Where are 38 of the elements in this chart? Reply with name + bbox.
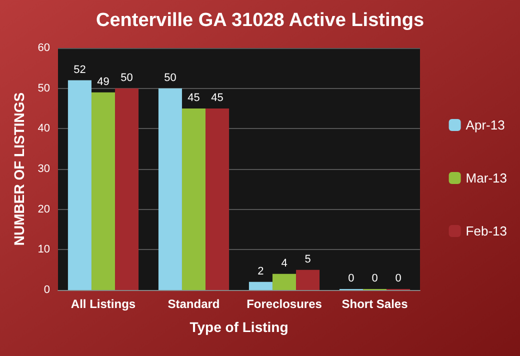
bar bbox=[91, 92, 116, 290]
y-tick-label: 20 bbox=[38, 203, 50, 216]
x-tick-label: Foreclosures bbox=[246, 297, 322, 311]
bar bbox=[248, 282, 272, 290]
y-tick-label: 0 bbox=[44, 284, 50, 296]
data-label: 52 bbox=[74, 64, 86, 76]
bar bbox=[68, 80, 92, 290]
data-label: 0 bbox=[372, 272, 378, 284]
data-label: 50 bbox=[120, 72, 133, 84]
data-label: 49 bbox=[97, 76, 110, 88]
bar bbox=[206, 108, 230, 290]
bar bbox=[115, 88, 139, 290]
y-tick-label: 40 bbox=[38, 122, 50, 135]
x-tick-label: Short Sales bbox=[342, 297, 408, 311]
data-label: 2 bbox=[258, 265, 264, 278]
bar bbox=[296, 270, 320, 290]
y-tick-label: 30 bbox=[38, 163, 50, 175]
data-label: 4 bbox=[281, 257, 288, 270]
data-label: 0 bbox=[348, 272, 354, 284]
data-label: 45 bbox=[188, 92, 200, 104]
bar bbox=[272, 274, 296, 290]
legend-label: Feb-13 bbox=[466, 224, 508, 238]
legend-label: Apr-13 bbox=[466, 118, 505, 132]
chart-title: Centerville GA 31028 Active Listings bbox=[96, 10, 424, 31]
y-axis-title: NUMBER OF LISTINGS bbox=[11, 92, 27, 246]
x-tick-label: All Listings bbox=[70, 297, 136, 311]
data-label: 45 bbox=[211, 92, 224, 104]
y-tick-label: 10 bbox=[38, 244, 50, 256]
data-label: 5 bbox=[304, 253, 311, 266]
x-axis-title: Type of Listing bbox=[190, 319, 288, 335]
bar bbox=[182, 108, 206, 290]
legend-label: Mar-13 bbox=[466, 170, 507, 186]
data-label: 0 bbox=[395, 272, 402, 284]
x-tick-label: Standard bbox=[168, 297, 220, 311]
y-tick-label: 50 bbox=[38, 82, 50, 94]
y-tick-label: 60 bbox=[38, 42, 50, 54]
bar bbox=[158, 88, 182, 290]
data-label: 50 bbox=[164, 72, 176, 84]
